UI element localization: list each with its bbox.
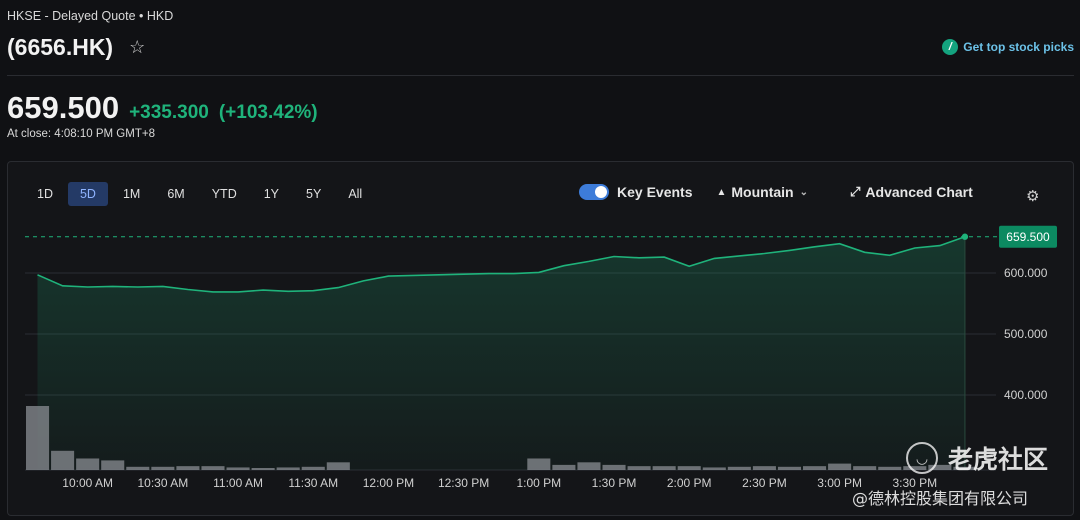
volume-bar (176, 466, 200, 470)
last-price-dot (961, 233, 969, 240)
tiger-logo-icon: ◡ (906, 442, 938, 474)
y-tick-label: 500.000 (1004, 327, 1048, 341)
lightning-icon: / (942, 39, 959, 55)
range-all[interactable]: All (348, 187, 363, 201)
volume-bar (326, 462, 350, 470)
chevron-down-icon: ⌄ (799, 186, 808, 198)
expand-icon: ⤢ (850, 184, 861, 199)
x-tick-label: 3:30 PM (892, 476, 937, 490)
price-tag (999, 225, 1057, 248)
volume-bar (727, 466, 751, 470)
volume-bar (803, 466, 827, 470)
volume-bar (878, 466, 902, 470)
divider (7, 75, 1074, 76)
price-line (37, 235, 966, 293)
volume-bar (201, 466, 225, 470)
volume-bar (101, 460, 125, 470)
ticker-symbol: (6656.HK) (7, 34, 114, 60)
volume-bar (301, 466, 325, 470)
close-time: At close: 4:08:10 PM GMT+8 (7, 128, 155, 140)
toggle-knob (595, 186, 607, 198)
chart-tools: Key Events ▲ Mountain ⌄ ⤢ Advanced Chart (579, 184, 973, 200)
price-change-percent: (+103.42%) (218, 102, 318, 123)
key-events-label: Key Events (617, 184, 693, 200)
y-tick-label: 400.000 (1004, 388, 1048, 402)
volume-bar (602, 464, 626, 470)
watermark-company: @德林控股集团有限公司 (852, 489, 1029, 508)
volume-bar (26, 406, 50, 470)
x-tick-label: 12:00 PM (363, 476, 414, 490)
volume-bar (652, 466, 676, 470)
volume-bar (226, 467, 250, 470)
exchange-info: HKSE - Delayed Quote • HKD (7, 9, 174, 23)
volume-bar (777, 466, 802, 470)
volume-bar (151, 466, 175, 470)
price-tag-label: 659.500 (1006, 230, 1050, 244)
range-ytd[interactable]: YTD (211, 187, 237, 201)
x-tick-label: 12:30 PM (438, 476, 489, 490)
volume-bar (51, 450, 75, 470)
volume-bar (752, 466, 776, 470)
volume-bar (552, 464, 576, 470)
range-1y[interactable]: 1Y (263, 187, 280, 201)
volume-bar (828, 463, 852, 470)
x-tick-label: 10:30 AM (138, 476, 189, 490)
advanced-chart-button[interactable]: ⤢ Advanced Chart (850, 184, 973, 200)
x-tick-label: 1:30 PM (592, 476, 637, 490)
volume-bar (677, 466, 701, 470)
volume-bar (126, 466, 150, 470)
range-5d[interactable]: 5D (67, 182, 108, 206)
x-tick-label: 10:00 AM (62, 476, 113, 490)
x-tick-label: 3:00 PM (817, 476, 862, 490)
volume-bar (853, 466, 877, 470)
range-6m[interactable]: 6M (167, 187, 185, 201)
range-1d[interactable]: 1D (37, 187, 53, 201)
volume-bar (251, 468, 275, 470)
x-tick-label: 1:00 PM (516, 476, 561, 490)
advanced-chart-label: Advanced Chart (865, 184, 973, 200)
x-tick-label: 2:00 PM (667, 476, 712, 490)
x-tick-label: 11:30 AM (288, 476, 338, 490)
chart-type-dropdown[interactable]: ▲ Mountain ⌄ (716, 184, 808, 200)
range-5y[interactable]: 5Y (306, 187, 322, 201)
volume-bar (76, 458, 100, 470)
volume-bar (276, 467, 300, 470)
watermark: ◡ 老虎社区 (906, 440, 1048, 476)
x-tick-label: 11:00 AM (213, 476, 263, 490)
top-picks-label: Get top stock picks (963, 40, 1074, 54)
range-1m[interactable]: 1M (122, 187, 141, 201)
volume-bar (627, 466, 651, 470)
watermark-brand: 老虎社区 (948, 445, 1049, 474)
price-change: +335.300 (129, 102, 209, 123)
gear-icon[interactable]: ⚙ (1026, 188, 1040, 205)
chart-type-label: Mountain (731, 184, 794, 200)
volume-bar (953, 466, 977, 470)
key-events-toggle[interactable] (579, 184, 609, 200)
star-icon[interactable]: ☆ (129, 37, 146, 57)
last-price: 659.500 (7, 90, 120, 125)
volume-bar (702, 467, 726, 470)
volume-bar (577, 462, 601, 470)
x-tick-label: 2:30 PM (742, 476, 787, 490)
volume-bar (527, 458, 551, 470)
y-tick-label: 600.000 (1004, 266, 1048, 280)
range-selector: 1D 5D 1M 6M YTD 1Y 5Y All (25, 182, 377, 206)
mountain-icon: ▲ (716, 186, 727, 198)
top-picks-link[interactable]: / Get top stock picks (942, 39, 1074, 55)
price-area (37, 236, 965, 470)
volume-bar (928, 464, 952, 470)
